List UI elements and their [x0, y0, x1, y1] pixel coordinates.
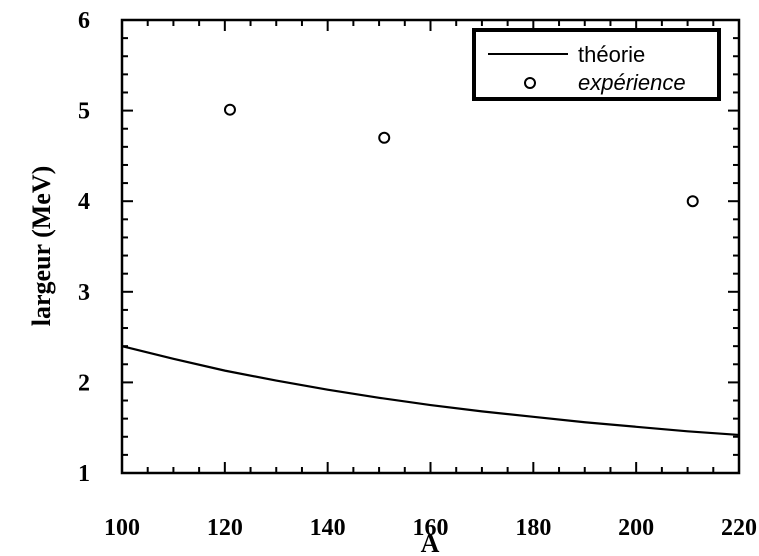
x-tick-label: 120	[207, 515, 243, 541]
y-tick-label: 4	[78, 189, 90, 215]
x-tick-label: 140	[310, 515, 346, 541]
x-axis-title: A	[421, 529, 440, 556]
series-layer	[121, 103, 740, 437]
minor-ticks	[122, 20, 739, 473]
legend-label-experience: expérience	[578, 70, 686, 95]
data-point-experience	[378, 131, 391, 144]
x-tick-label: 200	[618, 515, 654, 541]
y-axis-title: largeur (MeV)	[27, 166, 56, 327]
legend-label-theorie: théorie	[578, 42, 645, 67]
data-point-experience	[223, 103, 236, 116]
series-line-theorie	[121, 345, 740, 437]
legend: théorie expérience	[472, 28, 721, 101]
x-tick-labels: 100 120 140 160 180 200 220	[104, 515, 757, 541]
y-tick-label: 3	[78, 280, 90, 306]
y-tick-label: 1	[78, 461, 90, 487]
x-tick-label: 180	[515, 515, 551, 541]
data-point-experience	[686, 195, 699, 208]
legend-box	[472, 28, 721, 101]
x-tick-label: 220	[721, 515, 757, 541]
y-tick-labels: 1 2 3 4 5 6	[78, 8, 90, 487]
major-ticks	[121, 19, 740, 474]
y-tick-label: 2	[78, 370, 90, 396]
x-tick-label: 100	[104, 515, 140, 541]
y-tick-label: 5	[78, 99, 90, 125]
legend-marker-swatch	[524, 77, 536, 89]
x-tick-label: 160	[413, 515, 449, 541]
y-tick-label: 6	[78, 8, 90, 34]
